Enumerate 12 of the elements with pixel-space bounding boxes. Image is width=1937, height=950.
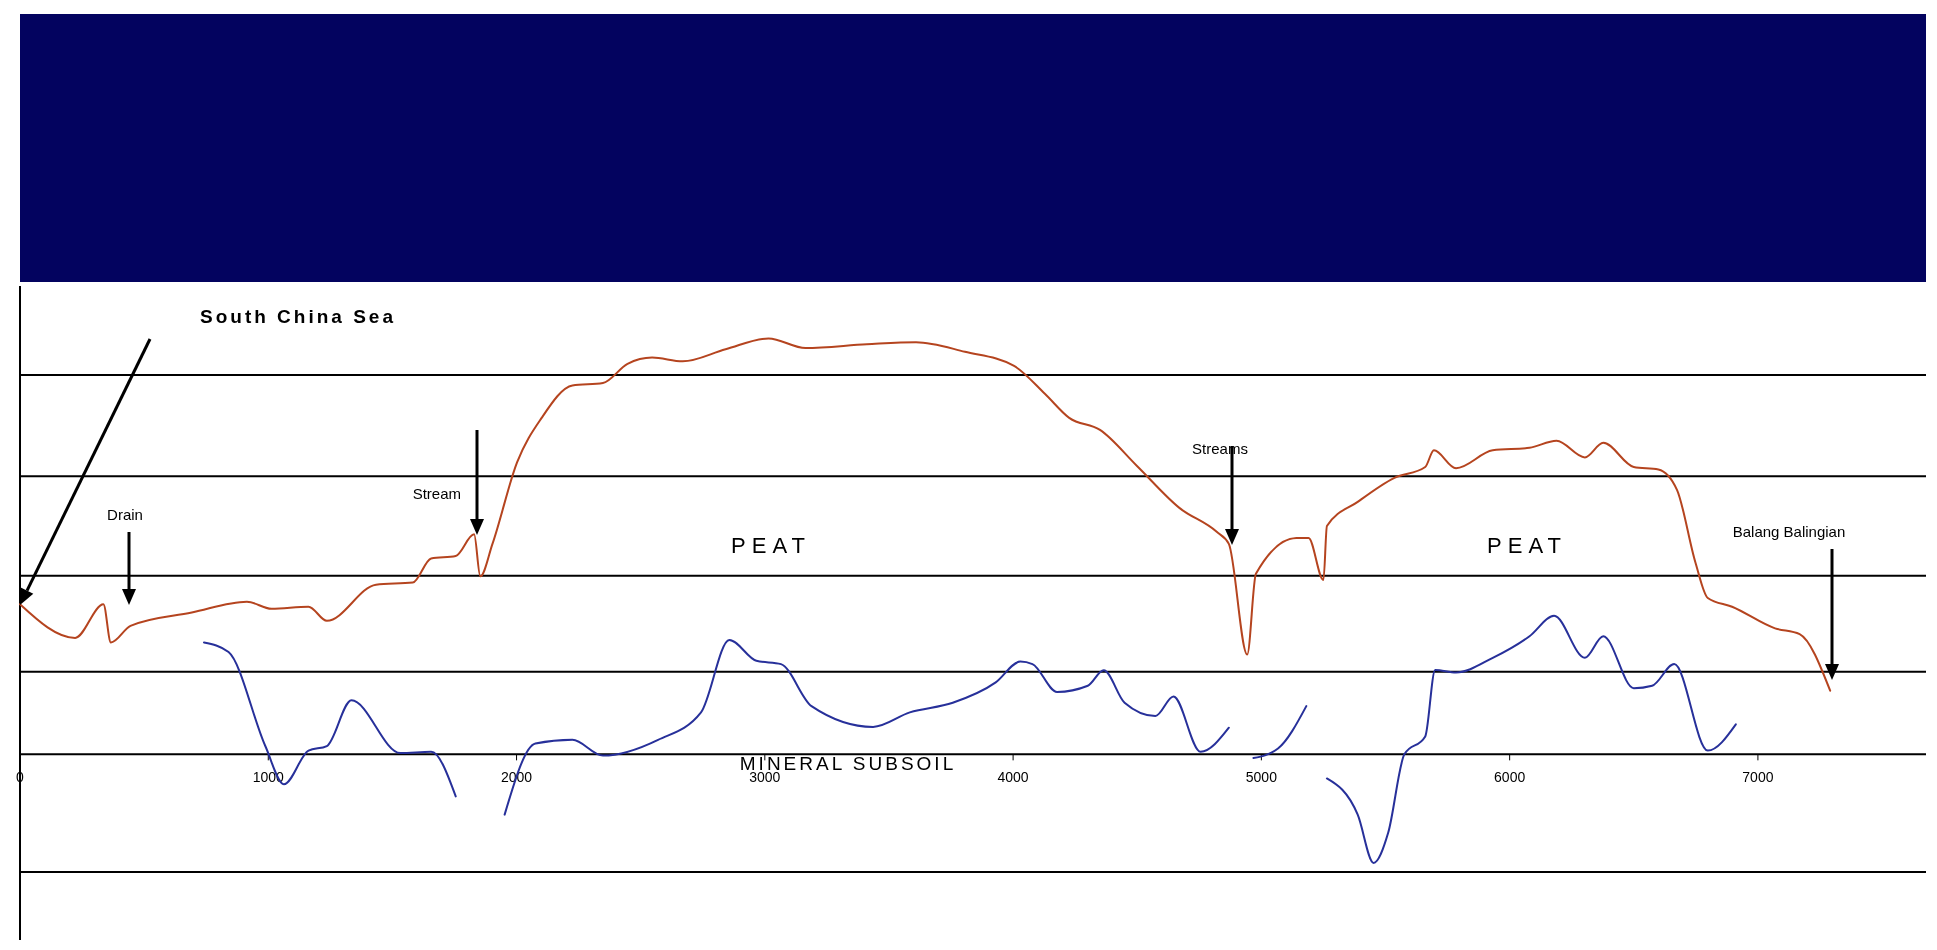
- annotation: Streams: [1192, 440, 1248, 457]
- x-tick-label: 7000: [1742, 769, 1774, 786]
- annotation: Drain: [107, 506, 143, 523]
- annotation: Stream: [412, 485, 461, 502]
- annotation: PEAT: [1487, 533, 1567, 558]
- x-tick-label: 6000: [1494, 769, 1526, 786]
- annotation: PEAT: [731, 533, 811, 558]
- x-tick-label: 3000: [749, 769, 781, 786]
- x-tick-label: 5000: [1245, 769, 1278, 786]
- text: South China Sea: [200, 306, 396, 327]
- annotation: Balang Balingian: [1732, 523, 1846, 540]
- x-tick-label: 4000: [997, 769, 1029, 786]
